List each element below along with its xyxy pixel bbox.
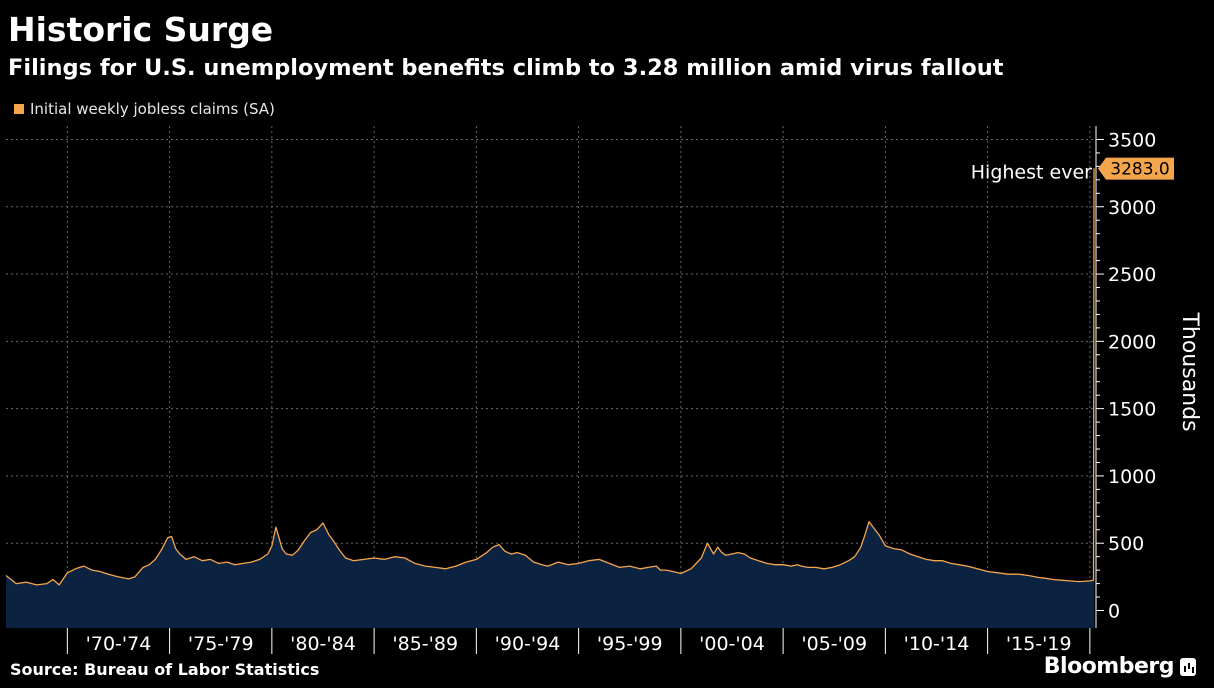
source-note: Source: Bureau of Labor Statistics [10, 660, 320, 679]
x-tick-label: '80-'84 [290, 633, 356, 655]
y-axis-label: Thousands [1177, 311, 1202, 431]
x-tick-label: '70-'74 [86, 633, 152, 655]
brand-name: Bloomberg [1043, 654, 1175, 679]
y-tick-label: 2000 [1108, 331, 1156, 353]
x-tick-label: '10-'14 [904, 633, 970, 655]
y-tick-label: 2500 [1108, 264, 1156, 286]
last-value-marker [1098, 157, 1174, 180]
series-line [5, 168, 1095, 586]
y-tick-label: 0 [1108, 601, 1120, 623]
legend: Initial weekly jobless claims (SA) [14, 98, 275, 120]
series-area [6, 168, 1095, 628]
bloomberg-chart-icon [1180, 658, 1196, 676]
y-tick-label: 1000 [1108, 466, 1156, 488]
x-tick-label: '05-'09 [801, 633, 867, 655]
x-tick-label: '15-'19 [1006, 633, 1072, 655]
x-tick-label: '95-'99 [597, 633, 663, 655]
chart-title: Historic Surge [8, 10, 274, 49]
legend-label: Initial weekly jobless claims (SA) [30, 100, 275, 118]
x-tick-label: '75-'79 [188, 633, 254, 655]
chart-subtitle: Filings for U.S. unemployment benefits c… [8, 55, 1004, 81]
y-tick-label: 1500 [1108, 399, 1156, 421]
y-tick-label: 500 [1108, 533, 1144, 555]
x-tick-label: '00-'04 [699, 633, 765, 655]
brand-logo: Bloomberg [1044, 652, 1196, 682]
x-tick-label: '85-'89 [392, 633, 458, 655]
y-tick-label: 3000 [1108, 197, 1156, 219]
x-tick-label: '90-'94 [495, 633, 561, 655]
last-value-label: 3283.0 [1110, 160, 1169, 180]
y-tick-label: 3500 [1108, 129, 1156, 151]
annotation-text: Highest ever [971, 162, 1092, 184]
legend-swatch [14, 104, 24, 114]
